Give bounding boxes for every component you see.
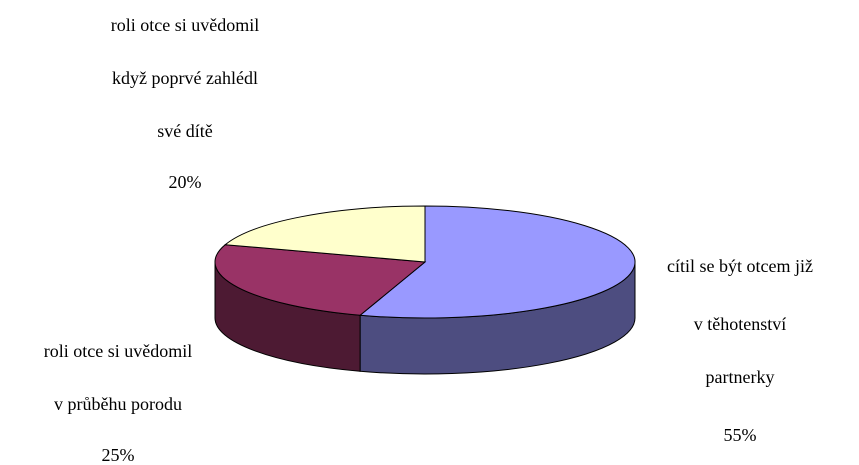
slice-value-label: 55% — [724, 425, 757, 445]
pie-slice — [224, 205, 426, 263]
slice-label: své dítě — [157, 121, 213, 141]
slice-value-label: 20% — [169, 172, 202, 192]
slice-label: v těhotenství — [694, 314, 787, 334]
pie-slice — [358, 205, 636, 319]
slice-value-label: 25% — [102, 445, 135, 465]
slice-label: partnerky — [706, 367, 775, 387]
slice-label: cítil se být otcem již — [667, 256, 813, 276]
slice-label: roli otce si uvědomil — [111, 15, 259, 35]
pie-slice — [214, 244, 427, 316]
slice-label: roli otce si uvědomil — [44, 341, 192, 361]
slice-label: v průběhu porodu — [54, 394, 182, 414]
slice-label: když poprvé zahlédl — [112, 68, 258, 88]
